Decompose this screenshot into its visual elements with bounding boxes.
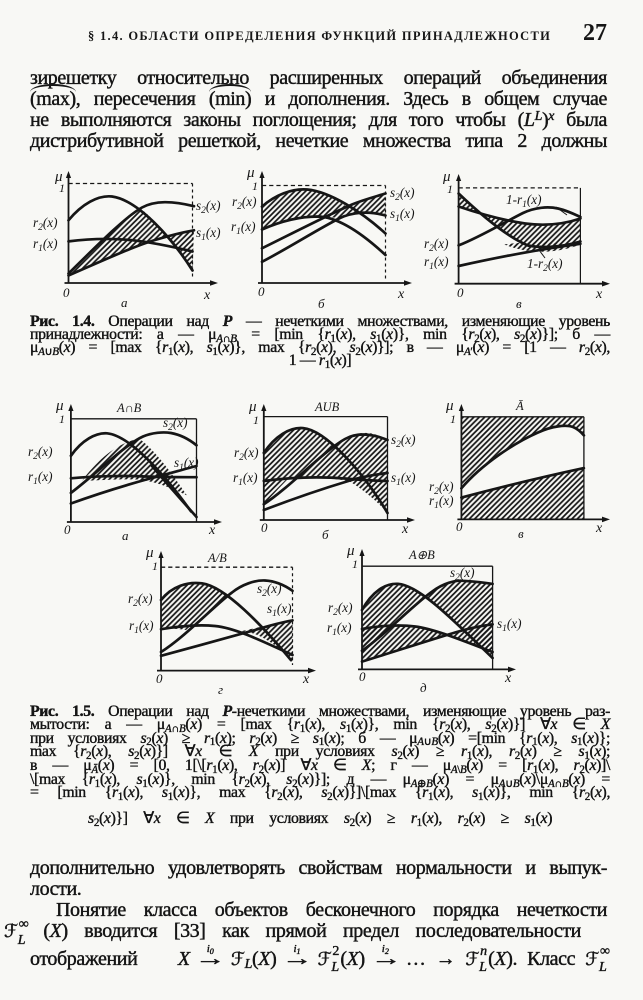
svg-text:б: б bbox=[322, 527, 329, 542]
svg-text:1: 1 bbox=[352, 557, 358, 571]
svg-text:A⊕B: A⊕B bbox=[408, 548, 435, 562]
svg-text:x: x bbox=[595, 521, 603, 536]
svg-text:r2(x): r2(x) bbox=[28, 444, 53, 462]
svg-text:0: 0 bbox=[261, 520, 268, 535]
svg-text:r1(x): r1(x) bbox=[424, 254, 449, 272]
svg-text:s2(x): s2(x) bbox=[196, 198, 221, 216]
svg-text:г: г bbox=[218, 682, 223, 697]
svg-text:s2(x): s2(x) bbox=[390, 185, 415, 203]
svg-text:0: 0 bbox=[456, 519, 463, 534]
svg-text:1: 1 bbox=[152, 559, 158, 573]
svg-text:r2(x): r2(x) bbox=[234, 445, 259, 463]
svg-text:б: б bbox=[318, 296, 325, 311]
svg-text:μ: μ bbox=[442, 169, 451, 185]
svg-text:1: 1 bbox=[450, 412, 456, 426]
svg-text:в: в bbox=[516, 296, 522, 311]
svg-text:μ: μ bbox=[248, 399, 257, 415]
svg-text:x: x bbox=[302, 672, 310, 687]
svg-text:μ: μ bbox=[246, 165, 255, 181]
svg-text:а: а bbox=[121, 295, 128, 310]
svg-text:μ: μ bbox=[346, 543, 355, 559]
svg-text:s1(x): s1(x) bbox=[196, 225, 221, 243]
svg-text:s1(x): s1(x) bbox=[267, 601, 292, 619]
svg-text:0: 0 bbox=[63, 285, 70, 300]
svg-text:s1(x): s1(x) bbox=[390, 206, 415, 224]
svg-text:s2(x): s2(x) bbox=[391, 432, 416, 450]
svg-text:x: x bbox=[208, 523, 216, 538]
svg-text:s2(x): s2(x) bbox=[257, 581, 282, 599]
svg-text:в: в bbox=[518, 526, 524, 541]
svg-text:s2(x): s2(x) bbox=[163, 415, 188, 433]
svg-text:0: 0 bbox=[457, 285, 464, 300]
svg-text:1: 1 bbox=[59, 412, 65, 426]
svg-text:μ: μ bbox=[55, 398, 64, 414]
svg-text:s2(x): s2(x) bbox=[450, 565, 475, 583]
svg-text:x: x bbox=[504, 671, 512, 686]
svg-text:r1(x): r1(x) bbox=[231, 219, 256, 237]
svg-text:μ: μ bbox=[145, 545, 154, 561]
svg-text:r2(x): r2(x) bbox=[33, 215, 58, 233]
svg-text:x: x bbox=[203, 288, 211, 303]
svg-text:0: 0 bbox=[156, 671, 163, 686]
svg-text:r2(x): r2(x) bbox=[328, 600, 353, 618]
svg-text:1-r1(x): 1-r1(x) bbox=[506, 192, 542, 210]
svg-text:r2(x): r2(x) bbox=[424, 236, 449, 254]
svg-text:а: а bbox=[122, 528, 129, 543]
svg-text:r1(x): r1(x) bbox=[233, 470, 258, 488]
svg-text:д: д bbox=[420, 680, 427, 695]
svg-text:1: 1 bbox=[252, 179, 258, 193]
svg-text:1: 1 bbox=[447, 182, 453, 196]
svg-text:x: x bbox=[397, 287, 405, 302]
svg-text:x: x bbox=[401, 522, 409, 537]
svg-text:μ: μ bbox=[54, 169, 63, 185]
svg-text:r1(x): r1(x) bbox=[28, 469, 53, 487]
svg-text:r2(x): r2(x) bbox=[128, 591, 153, 609]
svg-text:s1(x): s1(x) bbox=[497, 616, 522, 634]
svg-text:A/B: A/B bbox=[207, 551, 227, 565]
svg-text:μ: μ bbox=[445, 398, 454, 414]
svg-text:Ā: Ā bbox=[515, 399, 524, 413]
svg-text:r1(x): r1(x) bbox=[429, 493, 454, 511]
svg-text:1-r2(x): 1-r2(x) bbox=[527, 256, 563, 274]
svg-text:0: 0 bbox=[359, 669, 366, 684]
svg-text:s1(x): s1(x) bbox=[174, 455, 199, 473]
svg-text:r2(x): r2(x) bbox=[232, 194, 257, 212]
svg-text:r1(x): r1(x) bbox=[327, 620, 352, 638]
svg-text:0: 0 bbox=[64, 522, 71, 537]
svg-text:A∩B: A∩B bbox=[116, 401, 142, 415]
svg-text:r1(x): r1(x) bbox=[129, 618, 154, 636]
svg-text:x: x bbox=[595, 287, 603, 302]
svg-text:1: 1 bbox=[253, 413, 259, 427]
svg-text:r2(x): r2(x) bbox=[429, 479, 454, 497]
svg-text:1: 1 bbox=[59, 181, 65, 195]
svg-text:r1(x): r1(x) bbox=[33, 236, 58, 254]
svg-text:s1(x): s1(x) bbox=[391, 470, 416, 488]
svg-text:AUB: AUB bbox=[314, 400, 340, 414]
svg-text:0: 0 bbox=[258, 284, 265, 299]
